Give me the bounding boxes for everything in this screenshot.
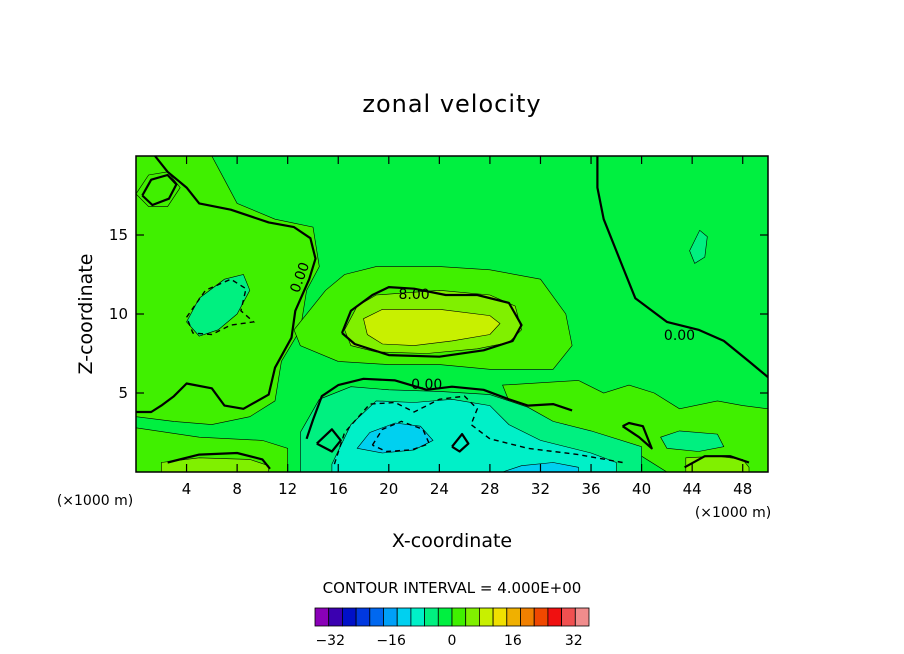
contour-region-14 [331,398,617,472]
colorbar-swatch-17 [547,607,563,627]
colorbar-swatch-8 [424,607,439,627]
colorbar-swatch-2 [341,607,357,627]
x-tick-label-5: 24 [430,480,449,498]
y-tick-label-2: 15 [109,226,128,244]
colorbar-tick-label-0: −32 [315,633,345,649]
colorbar-swatch-1 [328,607,343,627]
colorbar [314,607,590,627]
contour-line-solid-8 [316,428,342,453]
colorbar-tick-label-4: 32 [565,633,583,649]
colorbar-swatch-9 [437,607,453,627]
colorbar-swatch-14 [506,607,521,627]
contour-interval-text: CONTOUR INTERVAL = 4.000E+00 [323,579,582,597]
x-axis-ticks: 4 8 12 16 20 24 28 32 36 40 44 48 [182,156,752,498]
contour-region-12 [660,430,725,452]
colorbar-swatch-6 [396,607,412,627]
x-tick-label-8: 36 [581,480,600,498]
x-tick-label-1: 8 [232,480,242,498]
colorbar-swatch-19 [574,607,590,627]
colorbar-ticks: −32 −16 0 16 32 [315,633,582,649]
colorbar-swatch-4 [369,607,384,627]
colorbar-swatch-11 [465,607,480,627]
colorbar-swatch-15 [520,607,535,627]
x-tick-label-4: 20 [379,480,398,498]
colorbar-swatch-7 [410,607,425,627]
contour-line-solid-1 [596,156,768,379]
x-unit-right: (×1000 m) [695,505,771,521]
y-axis-ticks: 5 10 15 [109,226,768,402]
contour-line-solid-3 [340,286,523,358]
colorbar-swatch-10 [451,607,467,627]
x-tick-label-3: 16 [329,480,348,498]
contour-region-15 [356,422,434,454]
x-tick-label-7: 32 [531,480,550,498]
contour-lines [136,156,768,470]
contour-label-3: 0.00 [664,328,695,344]
colorbar-swatch-3 [355,607,371,627]
contour-line-solid-0 [136,156,317,414]
x-tick-label-2: 12 [278,480,297,498]
contour-line-dashed-0 [333,395,623,465]
colorbar-swatch-18 [561,607,576,627]
y-axis-label: Z-coordinate [75,254,97,375]
contour-line-solid-9 [451,433,470,453]
x-unit-left: (×1000 m) [57,493,133,509]
contour-region-13 [689,229,708,264]
plot-regions [136,156,768,472]
contour-line-solid-7 [621,421,653,450]
colorbar-swatch-16 [533,607,549,627]
colorbar-tick-label-3: 16 [504,633,522,649]
contour-line-solid-2 [305,377,573,440]
colorbar-swatch-5 [383,607,398,627]
contour-labels: 0.00 8.000.000.00 [287,260,695,393]
x-tick-label-6: 28 [480,480,499,498]
y-tick-label-0: 5 [118,384,128,402]
colorbar-swatch-13 [492,607,508,627]
x-tick-label-10: 44 [683,480,702,498]
x-tick-label-0: 4 [182,480,192,498]
contour-region-10 [186,274,251,337]
contour-line-solid-4 [141,173,178,207]
x-tick-label-11: 48 [733,480,752,498]
x-tick-label-9: 40 [632,480,651,498]
x-axis-label: X-coordinate [392,530,512,552]
contour-line-solid-5 [167,451,271,470]
contour-line-dashed-2 [371,420,431,453]
colorbar-swatch-12 [478,607,494,627]
contour-line-dashed-1 [185,278,256,336]
colorbar-swatch-0 [314,607,330,627]
contour-line-solid-6 [684,455,750,469]
contour-label-2: 0.00 [411,377,442,393]
colorbar-tick-label-2: 0 [448,633,457,649]
contour-region-9 [363,308,501,346]
contour-label-1: 8.00 [398,287,429,303]
chart-title: zonal velocity [362,90,541,118]
colorbar-tick-label-1: −16 [376,633,406,649]
y-tick-label-1: 10 [109,305,128,323]
